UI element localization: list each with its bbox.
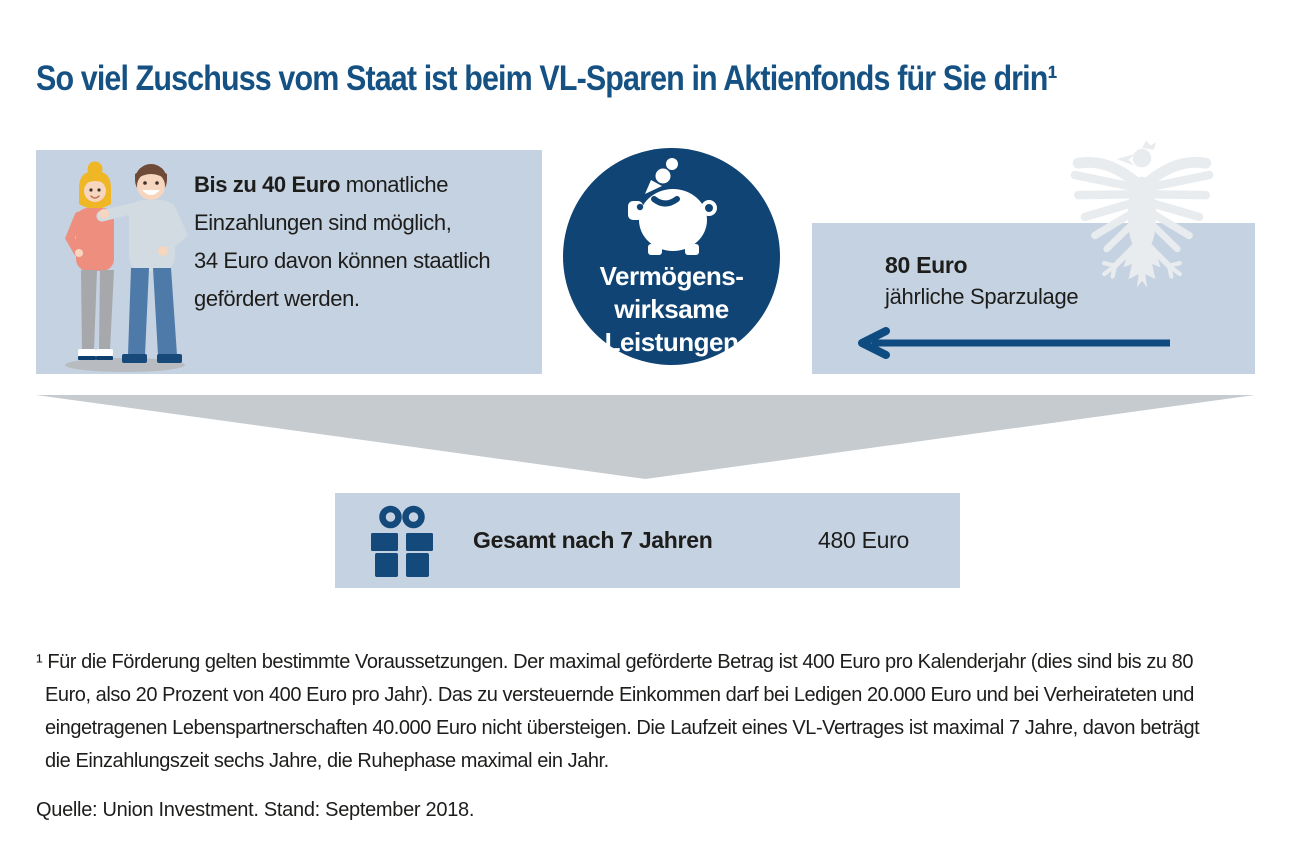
couple-illustration <box>65 161 189 372</box>
bonus-text: 80 Euro jährliche Sparzulage <box>885 250 1079 312</box>
piggy-bank-icon <box>628 158 717 255</box>
funnel-arrow <box>36 395 1255 479</box>
footnote-line-4: die Einzahlungszeit sechs Jahre, die Ruh… <box>45 750 609 772</box>
footnote-line-3: eingetragenen Lebenspartnerschaften 40.0… <box>45 717 1200 739</box>
footnote-line-2: Euro, also 20 Prozent von 400 Euro pro J… <box>45 684 1194 706</box>
gift-icon <box>371 505 433 577</box>
deposit-text: Bis zu 40 Euro monatliche Einzahlungen s… <box>194 166 491 318</box>
deposit-line-1: Bis zu 40 Euro monatliche <box>194 172 449 197</box>
couple-shadow <box>65 358 185 372</box>
vl-badge: Vermögens- wirksame Leistungen <box>563 148 780 365</box>
deposit-line-4: gefördert werden. <box>194 286 360 311</box>
footnote-line-1: ¹ Für die Förderung gelten bestimmte Vor… <box>36 651 1193 673</box>
federal-eagle-icon <box>1070 140 1226 288</box>
badge-label-line-3: Leistungen <box>604 327 739 357</box>
footnote: ¹ Für die Förderung gelten bestimmte Vor… <box>36 646 1200 778</box>
badge-label-line-1: Vermögens- <box>599 261 744 291</box>
deposit-panel: Bis zu 40 Euro monatliche Einzahlungen s… <box>36 150 542 374</box>
result-label: Gesamt nach 7 Jahren <box>473 527 713 553</box>
deposit-line-2: Einzahlungen sind möglich, <box>194 210 452 235</box>
deposit-line-3: 34 Euro davon können staatlich <box>194 248 491 273</box>
source-line: Quelle: Union Investment. Stand: Septemb… <box>36 799 475 821</box>
result-value: 480 Euro <box>818 527 909 553</box>
bonus-amount: 80 Euro <box>885 252 968 278</box>
arrow-left-icon <box>858 327 1170 359</box>
badge-label: Vermögens- wirksame Leistungen <box>563 260 780 359</box>
state-bonus-panel: 80 Euro jährliche Sparzulage <box>812 140 1255 374</box>
result-panel: Gesamt nach 7 Jahren 480 Euro <box>335 493 960 588</box>
bonus-line-2: jährliche Sparzulage <box>885 284 1079 309</box>
deposit-amount: Bis zu 40 Euro <box>194 172 340 197</box>
page-title: So viel Zuschuss vom Staat ist beim VL-S… <box>36 59 1058 99</box>
badge-label-line-2: wirksame <box>614 294 729 324</box>
